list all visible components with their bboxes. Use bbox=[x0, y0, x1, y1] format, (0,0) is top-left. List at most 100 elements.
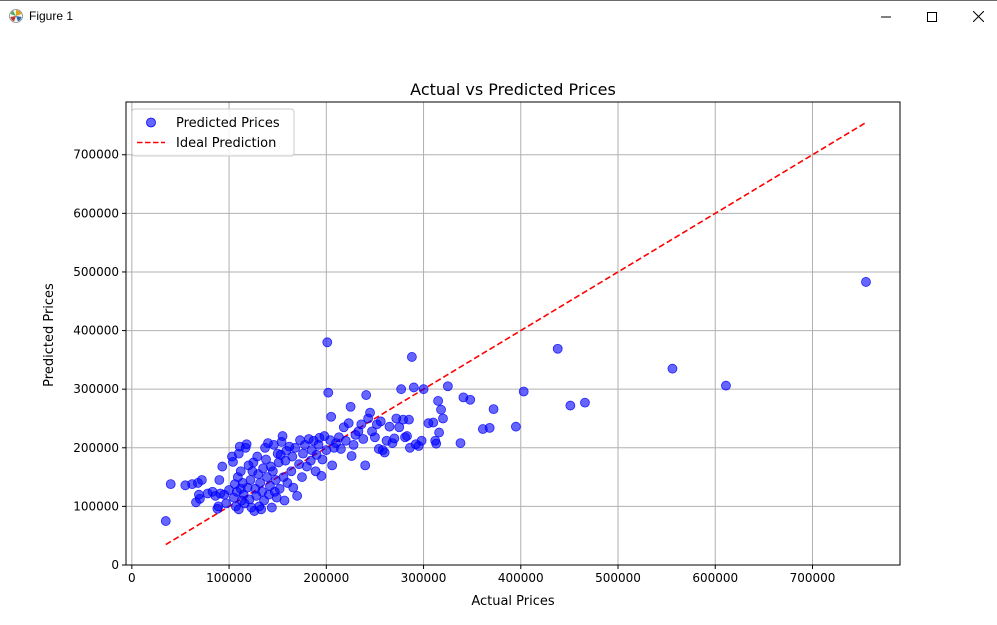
scatter-point bbox=[418, 384, 429, 395]
x-tick-label: 700000 bbox=[790, 571, 836, 585]
y-tick-label: 500000 bbox=[73, 265, 119, 279]
close-button[interactable] bbox=[955, 1, 997, 32]
legend-label-ideal: Ideal Prediction bbox=[176, 136, 276, 151]
scatter-point bbox=[431, 438, 442, 449]
scatter-point bbox=[667, 363, 678, 374]
axes-frame bbox=[125, 101, 901, 566]
scatter-point bbox=[442, 381, 453, 392]
scatter-point bbox=[274, 483, 285, 494]
scatter-point bbox=[267, 466, 278, 477]
scatter-point bbox=[228, 456, 238, 467]
scatter-point bbox=[394, 422, 405, 433]
scatter-point bbox=[326, 411, 337, 422]
x-tick-label: 0 bbox=[128, 571, 136, 585]
scatter-point bbox=[217, 461, 228, 472]
scatter-point bbox=[233, 504, 244, 515]
points-layer bbox=[160, 277, 871, 526]
scatter-point bbox=[438, 413, 448, 424]
scatter-point bbox=[279, 495, 290, 506]
close-icon bbox=[972, 11, 984, 22]
scatter-point bbox=[327, 460, 338, 471]
scatter-point bbox=[434, 427, 445, 438]
scatter-point bbox=[196, 475, 207, 485]
scatter-point bbox=[241, 439, 252, 450]
scatter-point bbox=[221, 498, 232, 509]
scatter-point bbox=[358, 434, 369, 444]
scatter-point bbox=[360, 460, 371, 471]
scatter-point bbox=[346, 451, 357, 461]
scatter-point bbox=[323, 387, 334, 398]
scatter-point bbox=[404, 414, 414, 425]
scatter-point bbox=[245, 475, 256, 485]
scatter-point bbox=[160, 516, 171, 526]
scatter-point bbox=[361, 390, 372, 400]
scatter-point bbox=[288, 482, 299, 493]
y-tick-label: 0 bbox=[111, 558, 119, 572]
scatter-point bbox=[335, 444, 346, 454]
x-tick-label: 600000 bbox=[692, 571, 738, 585]
maximize-icon bbox=[927, 11, 937, 22]
minimize-button[interactable] bbox=[863, 1, 909, 32]
scatter-point bbox=[484, 422, 495, 433]
window-titlebar: Figure 1 bbox=[0, 0, 997, 31]
scatter-point bbox=[436, 404, 446, 415]
scatter-point bbox=[287, 451, 298, 462]
legend-box bbox=[131, 108, 295, 157]
scatter-point bbox=[379, 447, 390, 458]
legend-marker-predicted bbox=[146, 117, 156, 128]
scatter-point bbox=[433, 395, 444, 406]
scatter-point bbox=[165, 479, 176, 490]
y-axis-label: Predicted Prices bbox=[42, 283, 57, 387]
scatter-point bbox=[511, 421, 521, 432]
y-tick-label: 600000 bbox=[73, 206, 119, 220]
scatter-point bbox=[277, 431, 288, 441]
scatter-point bbox=[316, 471, 327, 481]
scatter-point bbox=[365, 407, 375, 418]
scatter-point bbox=[261, 454, 271, 465]
scatter-point bbox=[256, 504, 267, 515]
scatter-point bbox=[465, 394, 476, 405]
ticks: 0 100000 200000 300000 400000 500000 600000 700… bbox=[73, 148, 835, 585]
scatter-point bbox=[552, 343, 563, 354]
scatter-point bbox=[408, 382, 419, 393]
scatter-point bbox=[416, 435, 427, 446]
scatter-point bbox=[292, 490, 303, 501]
scatter-point bbox=[370, 432, 380, 443]
scatter-point bbox=[375, 416, 386, 427]
window-title: Figure 1 bbox=[29, 9, 74, 23]
x-tick-label: 100000 bbox=[206, 571, 252, 585]
scatter-point bbox=[290, 442, 301, 453]
figure-canvas: 0 100000 200000 300000 400000 500000 600000 700… bbox=[0, 31, 997, 621]
scatter-point bbox=[396, 384, 407, 395]
x-tick-label: 200000 bbox=[303, 571, 349, 585]
x-axis-label: Actual Prices bbox=[471, 594, 555, 609]
maximize-button[interactable] bbox=[909, 1, 955, 32]
y-tick-label: 700000 bbox=[73, 148, 119, 162]
scatter-point bbox=[340, 435, 351, 446]
legend: Predicted Prices Ideal Prediction bbox=[131, 108, 295, 157]
scatter-point bbox=[317, 454, 328, 465]
scatter-point bbox=[402, 431, 412, 441]
scatter-point bbox=[428, 417, 439, 428]
scatter-point bbox=[488, 404, 499, 415]
scatter-point bbox=[518, 386, 529, 397]
scatter-point bbox=[356, 419, 367, 430]
scatter-point bbox=[384, 421, 395, 432]
x-tick-label: 300000 bbox=[401, 571, 447, 585]
y-tick-label: 400000 bbox=[73, 324, 119, 338]
scatter-point bbox=[298, 448, 308, 459]
scatter-point bbox=[286, 466, 297, 477]
scatter-point bbox=[389, 433, 400, 444]
scatter-point bbox=[297, 472, 307, 482]
scatter-point bbox=[348, 439, 359, 450]
y-tick-label: 100000 bbox=[73, 499, 119, 513]
matplotlib-icon bbox=[9, 9, 23, 23]
scatter-chart: 0 100000 200000 300000 400000 500000 600000 700… bbox=[42, 80, 901, 609]
scatter-point bbox=[580, 397, 590, 408]
scatter-point bbox=[721, 380, 731, 391]
y-tick-label: 200000 bbox=[73, 441, 119, 455]
scatter-point bbox=[266, 502, 277, 513]
legend-label-predicted: Predicted Prices bbox=[176, 116, 280, 131]
x-tick-label: 500000 bbox=[595, 571, 641, 585]
scatter-point bbox=[406, 352, 417, 362]
